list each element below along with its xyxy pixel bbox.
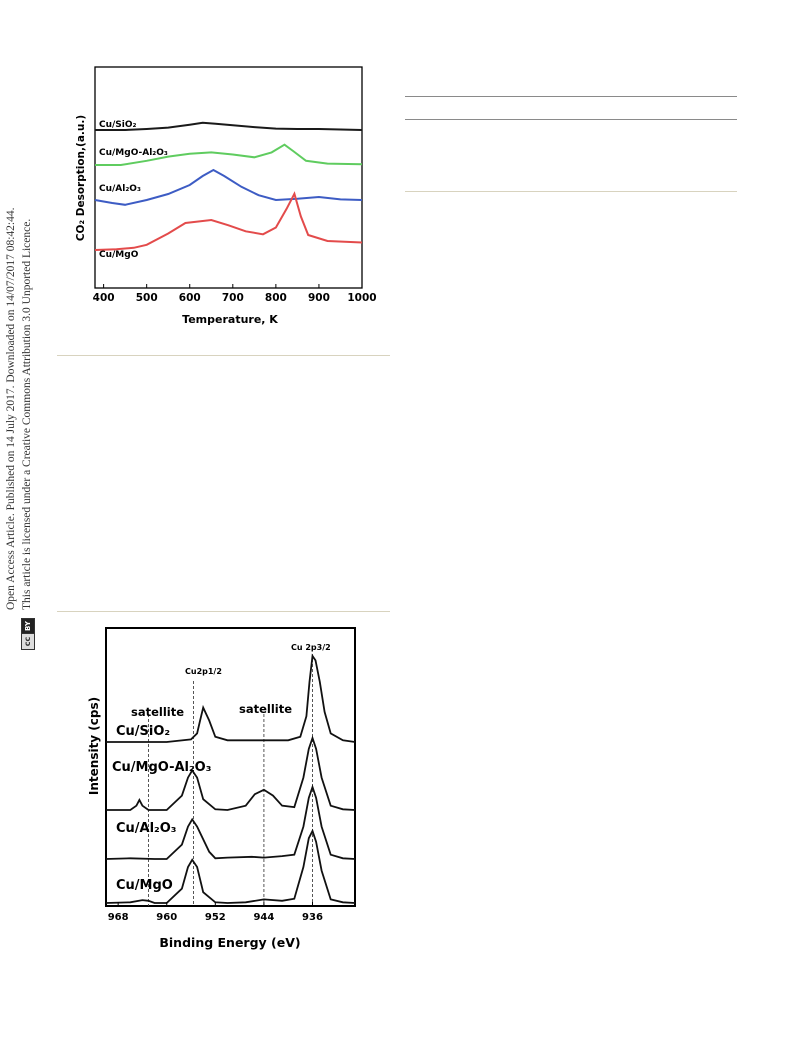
series-label-cu-sio: Cu/SiO₂ — [116, 724, 170, 739]
series-label-cu-mgo: Cu/MgO — [116, 878, 173, 893]
cc-by-badge[interactable]: cc BY — [21, 618, 35, 650]
x-tick-label: 952 — [205, 912, 226, 923]
x-tick-label: 944 — [253, 912, 274, 923]
co2-tpd-figure: Cu/SiO₂ Cu/MgO-Al₂O₃ Cu/Al₂O₃ Cu/MgO 400 500… — [75, 66, 377, 326]
x-axis-label: Binding Energy (eV) — [159, 935, 300, 950]
x-tick-label: 600 — [179, 292, 201, 304]
by-icon: BY — [22, 619, 34, 633]
x-tick-label: 968 — [108, 912, 129, 923]
xps-line-cu-sio — [106, 653, 356, 743]
x-tick-label: 1000 — [347, 292, 376, 304]
annotation-satellite: satellite — [239, 702, 292, 716]
cc-icon: cc — [22, 633, 34, 649]
x-tick-label: 500 — [136, 292, 158, 304]
section-rule — [57, 611, 390, 612]
series-label-cu-mgo-al-o: Cu/MgO-Al₂O₃ — [99, 148, 168, 158]
table-top-rule — [405, 96, 737, 97]
y-axis-label: CO₂ Desorption,(a.u.) — [75, 115, 87, 241]
x-tick-label: 900 — [308, 292, 330, 304]
series-line-cu-mgo — [94, 191, 363, 251]
table-bottom-rule — [405, 191, 737, 192]
x-tick-label: 936 — [302, 912, 323, 923]
plot-frame — [94, 66, 363, 289]
license-line-2: This article is licensed under a Creativ… — [21, 218, 33, 610]
series-line-cu-mgo-al-o — [95, 143, 363, 166]
section-rule — [57, 355, 390, 356]
annotation-cu2p1-2: Cu2p1/2 — [185, 667, 222, 676]
x-axis-label: Temperature, K — [182, 313, 278, 326]
y-axis-label: Intensity (cps) — [87, 697, 101, 795]
xps-line-cu-mgo-al-o — [106, 735, 356, 811]
xps-figure: Cu/SiO₂ Cu/MgO-Al₂O₃ Cu/Al₂O₃ Cu/MgO satelli… — [87, 627, 356, 950]
annotation-cu-2p3-2: Cu 2p3/2 — [291, 643, 331, 652]
series-label-cu-sio: Cu/SiO₂ — [99, 120, 137, 130]
series-label-cu-mgo-al-o: Cu/MgO-Al₂O₃ — [112, 760, 211, 775]
table-header-rule — [405, 119, 737, 120]
x-tick-label: 800 — [265, 292, 287, 304]
xps-line-cu-mgo — [105, 828, 356, 904]
plot-frame — [105, 627, 356, 907]
license-line-1: Open Access Article. Published on 14 Jul… — [5, 207, 17, 610]
annotation-satellite: satellite — [131, 705, 184, 719]
series-label-cu-al-o: Cu/Al₂O₃ — [116, 821, 177, 836]
x-tick-label: 700 — [222, 292, 244, 304]
series-line-cu-sio — [95, 121, 363, 131]
series-label-cu-al-o: Cu/Al₂O₃ — [99, 184, 141, 194]
x-tick-label: 400 — [93, 292, 115, 304]
series-line-cu-al-o — [94, 168, 363, 206]
x-tick-label: 960 — [156, 912, 177, 923]
series-label-cu-mgo: Cu/MgO — [99, 250, 139, 260]
license-sidebar: cc BY Open Access Article. Published on … — [4, 190, 38, 650]
xps-line-cu-al-o — [105, 784, 356, 860]
